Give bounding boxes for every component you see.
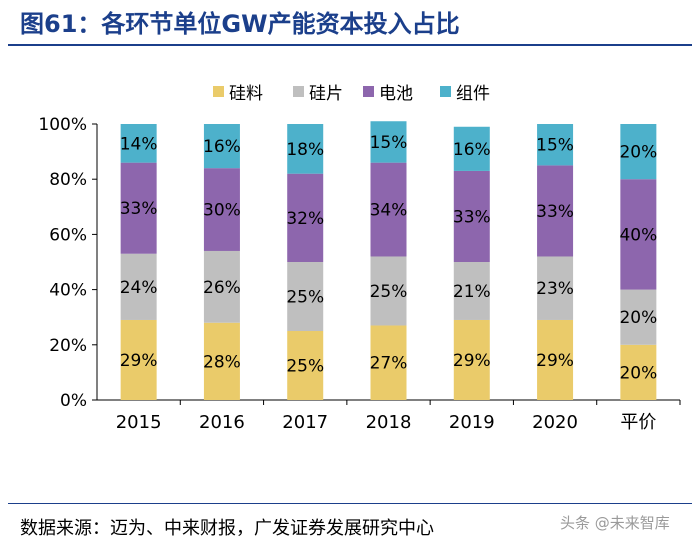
bar-segment: [120, 124, 157, 163]
title-divider: [8, 44, 692, 46]
bar-data-label: 20%: [619, 143, 657, 163]
bar-segment: [620, 289, 657, 345]
legend-swatch-module: [440, 85, 451, 97]
bar-segment: [537, 165, 574, 257]
bar-data-label: 21%: [453, 282, 491, 302]
bar-data-label: 27%: [370, 354, 408, 374]
bar-data-label: 33%: [120, 199, 158, 219]
bar-segment: [620, 344, 657, 400]
bar-data-label: 15%: [370, 133, 408, 153]
x-tick-label: 2017: [282, 412, 328, 433]
y-tick-label: 80%: [49, 170, 87, 190]
bar-data-label: 18%: [286, 140, 324, 160]
y-tick-label: 40%: [49, 281, 87, 301]
bar-segment: [370, 121, 407, 163]
bar-segment: [537, 319, 574, 400]
x-tick-label: 平价: [620, 412, 656, 433]
bar-segment: [620, 124, 657, 180]
bar-segment: [203, 124, 240, 169]
legend-label-module: 组件: [456, 83, 490, 104]
bar-segment: [120, 162, 157, 254]
legend-label-silicon: 硅料: [229, 83, 263, 104]
bar-segment: [620, 179, 657, 290]
bar-data-label: 24%: [120, 278, 158, 298]
x-tick-label: 2020: [532, 412, 578, 433]
bar-data-label: 25%: [286, 288, 324, 308]
bar-segment: [453, 170, 490, 262]
x-tick-label: 2016: [199, 412, 245, 433]
bar-data-label: 29%: [453, 351, 491, 371]
legend-item-cell: 电池: [363, 80, 413, 104]
bar-data-label: 33%: [536, 202, 574, 222]
bar-segment: [370, 325, 407, 400]
legend-label-wafer: 硅片: [309, 83, 343, 104]
bar-data-label: 33%: [453, 207, 491, 227]
bar-data-label: 29%: [120, 351, 158, 371]
bar-segment: [453, 262, 490, 320]
y-tick-label: 60%: [49, 225, 87, 245]
bar-segment: [287, 331, 324, 400]
bar-data-label: 20%: [619, 363, 657, 383]
x-tick-label: 2015: [116, 412, 162, 433]
footer-divider: [8, 503, 692, 504]
legend-item-silicon: 硅料: [213, 80, 263, 104]
bar-segment: [203, 168, 240, 251]
bar-segment: [120, 253, 157, 320]
legend-item-wafer: 硅片: [293, 80, 343, 104]
bar-data-label: 15%: [536, 136, 574, 156]
watermark: 头条 @未来智库: [560, 514, 670, 532]
legend-swatch-wafer: [293, 85, 304, 97]
bar-data-label: 25%: [370, 282, 408, 302]
bar-data-label: 34%: [370, 201, 408, 221]
x-tick-label: 2018: [366, 412, 412, 433]
stacked-bar-chart: 0% 20% 40% 60% 80% 100% 29% 24% 33% 14% 2015 28% 26%…: [38, 115, 681, 433]
bar-data-label: 26%: [203, 278, 241, 298]
bar-data-label: 23%: [536, 279, 574, 299]
bar-segment: [287, 262, 324, 331]
bar-segment: [203, 250, 240, 323]
bar-data-label: 14%: [120, 134, 158, 154]
bar-segment: [120, 319, 157, 400]
bar-data-label: 16%: [453, 140, 491, 160]
data-source: 数据来源：迈为、中来财报，广发证券发展研究中心: [20, 518, 434, 539]
bar-segment: [287, 124, 324, 174]
legend-label-cell: 电池: [379, 83, 413, 104]
bar-data-label: 30%: [203, 201, 241, 221]
bar-data-label: 32%: [286, 209, 324, 229]
chart-legend: 硅料 硅片 电池 组件: [0, 80, 700, 104]
bar-segment: [287, 173, 324, 262]
legend-swatch-silicon: [213, 85, 224, 97]
y-tick-label: 20%: [49, 336, 87, 356]
bar-data-label: 25%: [286, 357, 324, 377]
bar-segment: [453, 126, 490, 171]
bar-segment: [370, 162, 407, 257]
bar-segment: [370, 256, 407, 326]
bar-data-label: 20%: [619, 308, 657, 328]
bar-data-label: 29%: [536, 351, 574, 371]
x-tick-label: 2019: [449, 412, 495, 433]
bar-data-label: 28%: [203, 352, 241, 372]
y-tick-label: 100%: [38, 115, 87, 135]
bar-segment: [537, 256, 574, 320]
legend-swatch-cell: [363, 85, 374, 97]
bar-segment: [203, 322, 240, 400]
bar-segment: [537, 124, 574, 166]
legend-item-module: 组件: [440, 80, 490, 104]
figure-title: 图61：各环节单位GW产能资本投入占比: [20, 10, 460, 38]
bar-data-label: 40%: [619, 225, 657, 245]
bar-data-label: 16%: [203, 137, 241, 157]
bar-segment: [453, 319, 490, 400]
y-tick-label: 0%: [60, 391, 87, 411]
